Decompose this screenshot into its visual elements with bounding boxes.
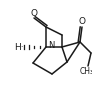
Text: H·: H· — [14, 43, 24, 52]
Text: O: O — [78, 17, 85, 26]
Text: N: N — [48, 41, 54, 51]
Text: O: O — [31, 8, 38, 17]
Text: CH₃: CH₃ — [80, 67, 92, 76]
